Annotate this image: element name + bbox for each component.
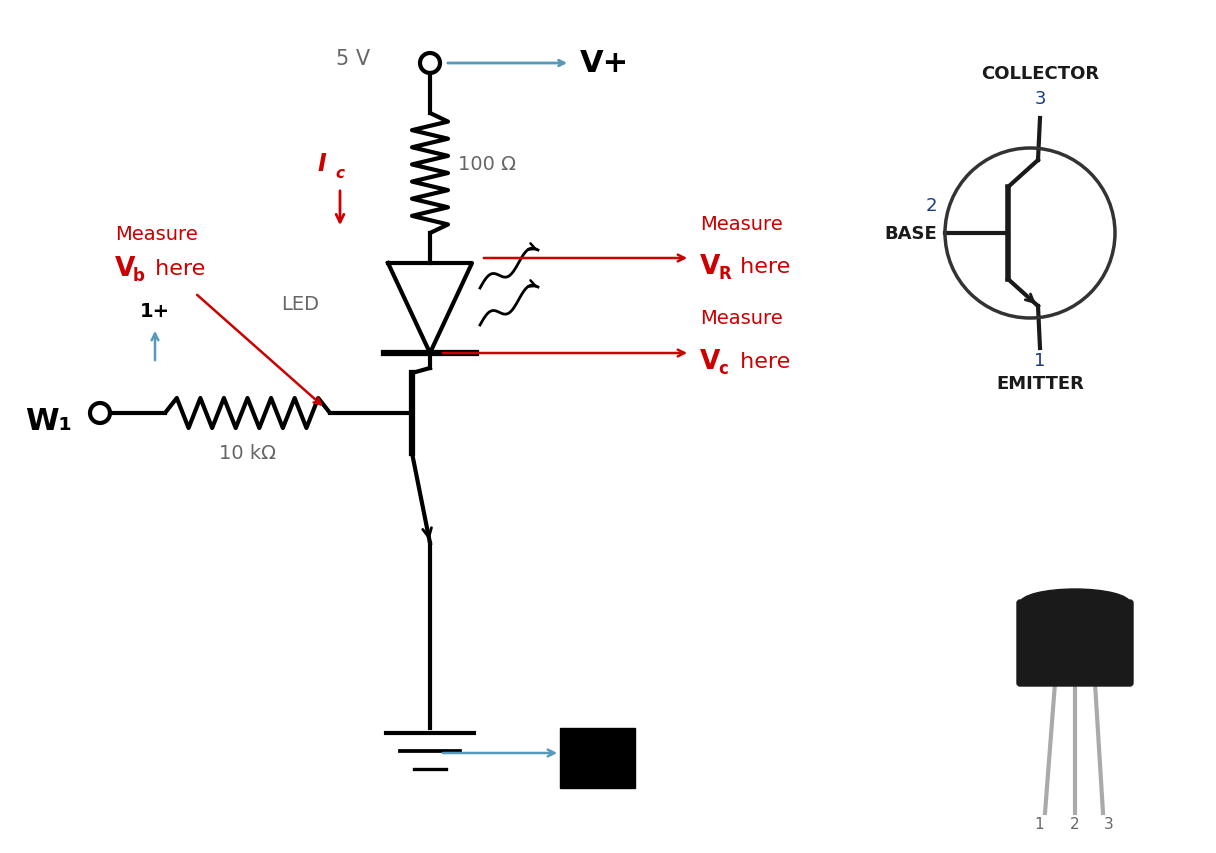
Text: c: c	[717, 360, 728, 378]
Text: V: V	[700, 349, 720, 374]
Text: here: here	[148, 258, 206, 279]
Text: Measure: Measure	[700, 309, 783, 328]
Text: 10 kΩ: 10 kΩ	[219, 444, 276, 462]
Text: W₁: W₁	[26, 407, 72, 436]
Text: Measure: Measure	[700, 214, 783, 233]
Text: 1: 1	[1035, 351, 1046, 369]
Text: I: I	[317, 152, 326, 176]
Text: COLLECTOR: COLLECTOR	[981, 65, 1099, 83]
Text: 3: 3	[1035, 90, 1046, 107]
Text: 100 Ω: 100 Ω	[458, 154, 516, 173]
Text: V: V	[116, 256, 135, 281]
Ellipse shape	[1020, 589, 1130, 618]
FancyBboxPatch shape	[561, 728, 635, 788]
Text: 2: 2	[1070, 816, 1080, 831]
Text: 2: 2	[925, 197, 938, 215]
Text: 1+: 1+	[140, 302, 170, 321]
Text: c: c	[334, 166, 344, 182]
Text: V+: V+	[580, 49, 629, 78]
Text: V: V	[700, 253, 720, 280]
FancyBboxPatch shape	[1017, 601, 1133, 686]
Text: LED: LED	[281, 294, 319, 313]
Text: R: R	[717, 264, 731, 282]
Text: here: here	[733, 257, 790, 276]
Text: here: here	[733, 351, 790, 372]
Text: Measure: Measure	[116, 224, 198, 243]
Text: 5 V: 5 V	[336, 49, 370, 69]
Text: EMITTER: EMITTER	[996, 374, 1083, 392]
Text: 1: 1	[1034, 816, 1043, 831]
Text: BASE: BASE	[884, 224, 938, 243]
Text: b: b	[133, 267, 145, 285]
Text: 3: 3	[1104, 816, 1114, 831]
